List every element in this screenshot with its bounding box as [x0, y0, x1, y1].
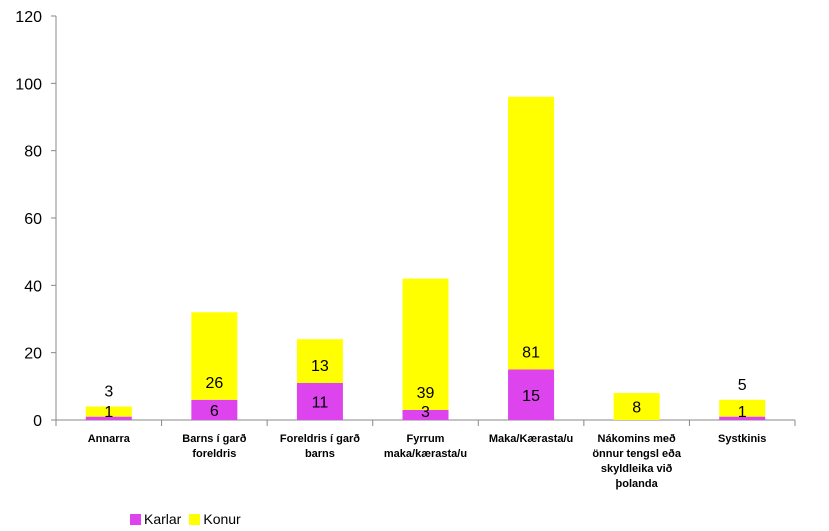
bar-segment-konur	[402, 278, 449, 410]
bar-segment-karlar	[719, 416, 766, 420]
data-label: 1	[104, 404, 113, 421]
data-label: 81	[522, 345, 540, 362]
legend: Karlar Konur	[130, 511, 249, 527]
y-tick-label: 120	[15, 9, 42, 26]
category-label: Fyrrum maka/kærasta/u	[384, 433, 467, 460]
y-tick-label: 20	[24, 346, 42, 363]
y-tick-label: 100	[15, 76, 42, 93]
data-label: 1	[738, 404, 747, 421]
category-label: Systkinis	[718, 433, 766, 445]
y-tick-label: 80	[24, 144, 42, 161]
bars	[85, 96, 766, 420]
bar-segment-karlar	[402, 409, 449, 420]
data-label: 15	[522, 388, 540, 405]
y-axis-ticks: 0 20 40 60 80 100 120	[15, 9, 56, 430]
bar-segment-karlar	[508, 369, 555, 420]
data-label: 3	[421, 404, 430, 421]
y-tick-label: 60	[24, 211, 42, 228]
bar-segment-konur	[85, 406, 132, 417]
data-label: 26	[205, 375, 223, 392]
data-label: 3	[104, 384, 113, 401]
bar-segment-konur	[191, 312, 238, 400]
bar-segment-konur	[719, 399, 766, 417]
category-label: Barns í garð foreldris	[182, 433, 246, 460]
legend-label-karlar: Karlar	[144, 511, 182, 527]
bar-segment-karlar	[191, 399, 238, 420]
category-label: Annarra	[88, 433, 131, 445]
bar-segment-konur	[296, 339, 343, 383]
bar-segment-karlar	[296, 382, 343, 420]
legend-item-karlar: Karlar	[130, 511, 181, 527]
legend-item-konur: Konur	[189, 511, 241, 527]
data-label: 11	[312, 394, 329, 411]
y-tick-label: 0	[33, 413, 42, 430]
y-tick-label: 40	[24, 278, 42, 295]
bar-segment-konur	[613, 393, 660, 420]
legend-swatch-konur	[189, 513, 201, 525]
data-label: 39	[417, 385, 435, 402]
category-label: Nákomins með önnur tengsl eða skyldleika v…	[592, 433, 682, 490]
legend-label-konur: Konur	[203, 511, 241, 527]
category-labels: Annarra Barns í garð foreldris Foreldris í …	[88, 433, 767, 490]
data-label: 6	[210, 403, 219, 420]
category-label: Foreldris í garð barns	[280, 433, 360, 460]
data-label: 5	[738, 377, 747, 394]
category-label: Maka/Kærasta/u	[489, 433, 573, 445]
data-label: 13	[311, 358, 329, 375]
bar-segment-konur	[508, 96, 555, 370]
bar-segment-karlar	[85, 416, 132, 420]
data-label: 8	[632, 400, 641, 417]
legend-swatch-karlar	[130, 513, 141, 525]
